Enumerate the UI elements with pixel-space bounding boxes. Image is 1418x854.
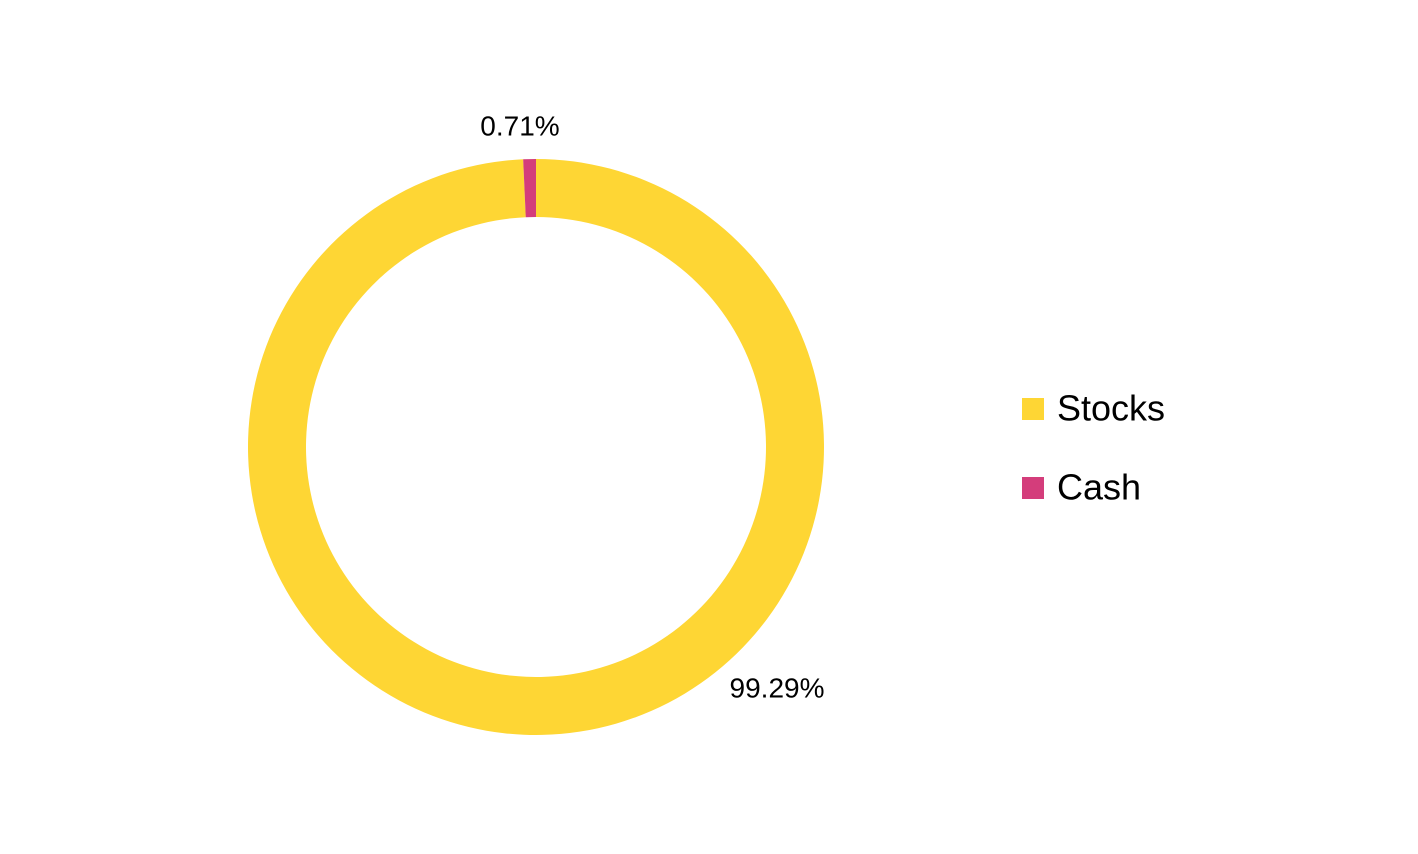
data-label: 99.29% bbox=[730, 672, 825, 703]
donut-slice bbox=[523, 159, 536, 218]
legend-swatch bbox=[1022, 398, 1044, 420]
legend-swatch bbox=[1022, 477, 1044, 499]
legend-label: Stocks bbox=[1057, 388, 1165, 429]
legend-label: Cash bbox=[1057, 467, 1141, 508]
donut-slice bbox=[248, 159, 825, 735]
data-label: 0.71% bbox=[480, 110, 559, 141]
